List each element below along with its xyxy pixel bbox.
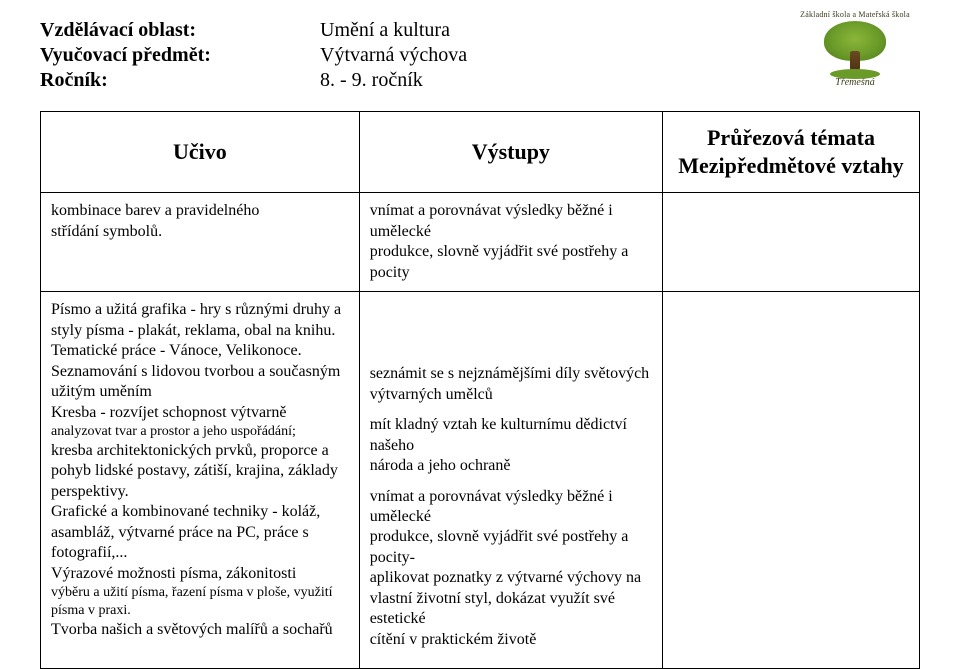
label-grade: Ročník: (40, 68, 320, 93)
col3-line2: Mezipředmětové vztahy (671, 152, 911, 180)
col-header-ucivo: Učivo (41, 112, 360, 193)
table-row: kombinace barev a pravidelného střídání … (41, 193, 920, 292)
text-line: výtvarných umělců (370, 385, 652, 405)
text-line: mít kladný vztah ke kulturnímu dědictví … (370, 415, 652, 456)
header-labels: Vzdělávací oblast: Vyučovací předmět: Ro… (40, 18, 320, 93)
text-line: vlastní životní styl, dokázat využít své… (370, 589, 652, 630)
text-line-small: analyzovat tvar a prostor a jeho uspořád… (51, 423, 349, 441)
cell-ucivo-2: Písmo a užitá grafika - hry s různými dr… (41, 292, 360, 669)
text-line: Tvorba našich a světových malířů a socha… (51, 620, 349, 640)
text-line: produkce, slovně vyjádřit své postřehy a… (370, 527, 652, 568)
school-logo: Základní škola a Mateřská škola Třemešná (800, 10, 910, 100)
tree-icon (820, 21, 890, 79)
cell-prurezova-1 (662, 193, 919, 292)
col-header-prurezova: Průřezová témata Mezipředmětové vztahy (662, 112, 919, 193)
text-line: cítění v praktickém životě (370, 630, 652, 650)
text-line: asambláž, výtvarné práce na PC, práce s (51, 523, 349, 543)
logo-banner-text: Základní škola a Mateřská škola (800, 10, 910, 19)
text-line: užitým uměním (51, 382, 349, 402)
col3-line1: Průřezová témata (671, 124, 911, 152)
text-line: vnímat a porovnávat výsledky běžné i umě… (370, 487, 652, 528)
paragraph: vnímat a porovnávat výsledky běžné i umě… (370, 487, 652, 651)
text-line: Výrazové možnosti písma, zákonitosti (51, 564, 349, 584)
text-line: seznámit se s nejznámějšími díly světový… (370, 364, 652, 384)
cell-vystupy-1: vnímat a porovnávat výsledky běžné i umě… (359, 193, 662, 292)
cell-ucivo-1: kombinace barev a pravidelného střídání … (41, 193, 360, 292)
text-line: produkce, slovně vyjádřit své postřehy a… (370, 242, 652, 283)
paragraph: mít kladný vztah ke kulturnímu dědictví … (370, 415, 652, 476)
text-line: styly písma - plakát, reklama, obal na k… (51, 321, 349, 341)
text-line: střídání symbolů. (51, 222, 349, 242)
cell-vystupy-2: seznámit se s nejznámějšími díly světový… (359, 292, 662, 669)
table-row: Písmo a užitá grafika - hry s různými dr… (41, 292, 920, 669)
paragraph: seznámit se s nejznámějšími díly světový… (370, 364, 652, 405)
cell-prurezova-2 (662, 292, 919, 669)
text-line: aplikovat poznatky z výtvarné výchovy na (370, 568, 652, 588)
text-line-small: písma v praxi. (51, 602, 349, 620)
label-subject: Vyučovací předmět: (40, 43, 320, 68)
text-line: Grafické a kombinované techniky - koláž, (51, 502, 349, 522)
text-line: kombinace barev a pravidelného (51, 201, 349, 221)
document-header: Vzdělávací oblast: Vyučovací předmět: Ro… (40, 18, 920, 93)
text-line: perspektivy. (51, 482, 349, 502)
text-line: fotografií,... (51, 543, 349, 563)
text-line: Písmo a užitá grafika - hry s různými dr… (51, 300, 349, 320)
curriculum-table: Učivo Výstupy Průřezová témata Mezipředm… (40, 111, 920, 669)
text-line: Tematické práce - Vánoce, Velikonoce. (51, 341, 349, 361)
text-line: národa a jeho ochraně (370, 456, 652, 476)
text-line-small: výběru a užití písma, řazení písma v plo… (51, 584, 349, 602)
label-area: Vzdělávací oblast: (40, 18, 320, 43)
table-header-row: Učivo Výstupy Průřezová témata Mezipředm… (41, 112, 920, 193)
text-line: vnímat a porovnávat výsledky běžné i umě… (370, 201, 652, 242)
text-line: pohyb lidské postavy, zátiší, krajina, z… (51, 461, 349, 481)
text-line: kresba architektonických prvků, proporce… (51, 441, 349, 461)
text-line: Seznamování s lidovou tvorbou a současný… (51, 362, 349, 382)
col-header-vystupy: Výstupy (359, 112, 662, 193)
text-line: Kresba - rozvíjet schopnost výtvarně (51, 403, 349, 423)
